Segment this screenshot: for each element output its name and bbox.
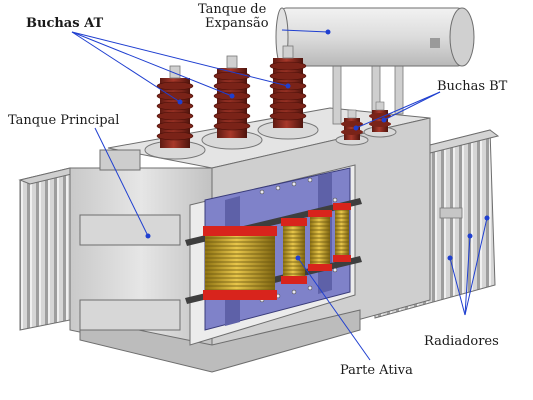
label-parte-ativa: Parte Ativa bbox=[340, 363, 413, 378]
label-radiadores: Radiadores bbox=[424, 334, 499, 349]
leader-dots bbox=[145, 29, 490, 261]
label-tanque-expansao-line1: Tanque de bbox=[198, 2, 267, 17]
hv-bushing-3 bbox=[257, 45, 319, 140]
label-buchas-at: Buchas AT bbox=[26, 16, 103, 31]
expansion-tank bbox=[275, 7, 475, 125]
leader-lines bbox=[71, 29, 488, 361]
coil-1 bbox=[203, 226, 277, 300]
coil-3 bbox=[308, 210, 332, 271]
hv-bushing-2 bbox=[201, 55, 263, 150]
label-buchas-bt: Buchas BT bbox=[437, 79, 508, 94]
lv-bushing-1 bbox=[335, 109, 369, 146]
hv-bushing-1 bbox=[144, 65, 206, 160]
label-tanque-expansao-line2: Expansão bbox=[205, 16, 269, 31]
label-tanque-principal: Tanque Principal bbox=[8, 113, 119, 128]
coil-4 bbox=[333, 203, 351, 262]
coil-2 bbox=[281, 218, 307, 284]
